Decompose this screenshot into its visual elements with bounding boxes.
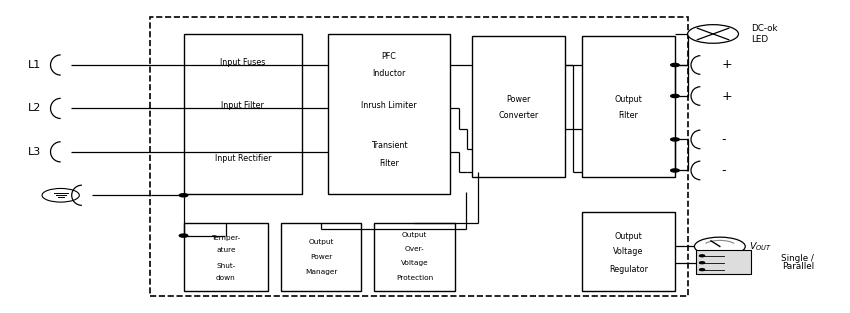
Circle shape [700, 262, 705, 264]
Bar [281, 223, 361, 291]
Circle shape [671, 64, 679, 67]
Text: Output: Output [402, 233, 427, 239]
Text: +: + [722, 90, 732, 102]
Text: Shut-: Shut- [216, 263, 235, 269]
Text: L2: L2 [28, 103, 41, 113]
Text: Single /: Single / [781, 254, 814, 263]
Text: Voltage: Voltage [400, 260, 428, 266]
Circle shape [671, 95, 679, 98]
Text: Inrush Limiter: Inrush Limiter [361, 101, 416, 110]
Bar [472, 35, 564, 177]
Text: Power: Power [310, 254, 332, 260]
Text: down: down [216, 275, 235, 281]
Circle shape [42, 188, 79, 202]
Text: LED: LED [751, 35, 768, 44]
Bar [327, 34, 450, 194]
Text: PFC: PFC [382, 52, 396, 61]
Text: Output: Output [615, 95, 643, 104]
Text: Manager: Manager [305, 269, 337, 275]
Text: Converter: Converter [498, 111, 538, 120]
Bar [696, 249, 751, 275]
Text: Regulator: Regulator [609, 265, 648, 274]
Text: +: + [722, 59, 732, 71]
Text: Power: Power [506, 95, 530, 104]
Circle shape [671, 138, 679, 141]
Bar [581, 212, 675, 291]
Text: Input Filter: Input Filter [221, 101, 264, 110]
Text: L1: L1 [28, 60, 41, 70]
Circle shape [700, 269, 705, 271]
Bar [184, 34, 302, 194]
Circle shape [179, 194, 188, 197]
Text: L3: L3 [28, 147, 41, 157]
Circle shape [694, 237, 745, 256]
Bar [150, 17, 688, 296]
Text: Voltage: Voltage [613, 247, 643, 256]
Text: -: - [722, 164, 726, 177]
Text: Transient: Transient [371, 141, 407, 150]
Text: DC-ok: DC-ok [751, 24, 777, 33]
Text: Temper-: Temper- [212, 235, 241, 241]
Text: Filter: Filter [379, 159, 399, 168]
Bar [184, 223, 269, 291]
Text: Parallel: Parallel [782, 262, 813, 271]
Text: Input Rectifier: Input Rectifier [214, 154, 271, 163]
Text: Filter: Filter [619, 111, 638, 120]
Text: Input Fuses: Input Fuses [220, 58, 265, 67]
Text: ature: ature [216, 248, 235, 254]
Circle shape [671, 169, 679, 172]
Bar [581, 35, 675, 177]
Text: Inductor: Inductor [372, 69, 405, 78]
Text: $V_{OUT}$: $V_{OUT}$ [750, 240, 773, 253]
Circle shape [700, 255, 705, 257]
Circle shape [179, 234, 188, 237]
Text: Output: Output [309, 239, 334, 245]
Text: Over-: Over- [405, 246, 424, 252]
Text: Protection: Protection [396, 275, 433, 281]
Circle shape [688, 25, 739, 43]
Bar [374, 223, 455, 291]
Text: -: - [722, 133, 726, 146]
Text: Output: Output [615, 232, 643, 241]
